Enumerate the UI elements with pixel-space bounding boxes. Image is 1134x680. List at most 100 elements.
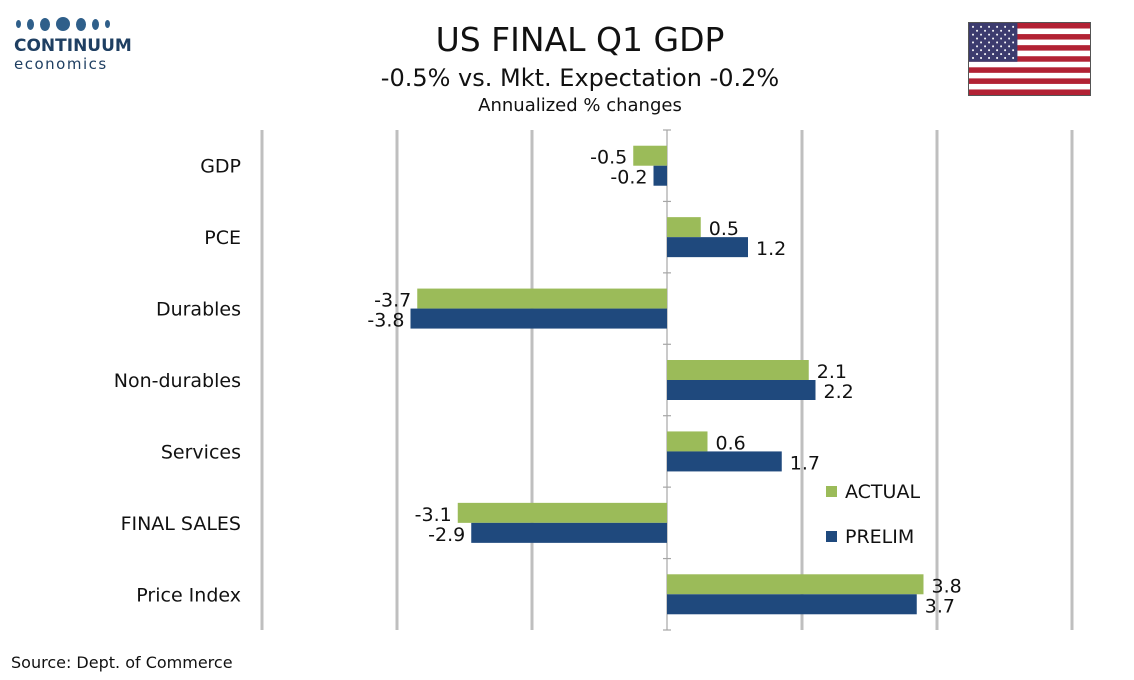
bar-actual <box>457 502 667 523</box>
data-label: -3.1 <box>415 504 452 526</box>
bar-prelim <box>667 237 748 258</box>
legend-swatch <box>826 531 837 542</box>
flag-star <box>988 25 991 28</box>
flag-star <box>984 29 987 32</box>
continuum-economics-logo: CONTINUUM economics <box>14 14 134 74</box>
flag-star <box>988 41 991 44</box>
bar-actual <box>633 145 667 166</box>
category-label: GDP <box>200 156 241 178</box>
category-label: Non-durables <box>114 370 241 392</box>
flag-star <box>1000 29 1003 32</box>
flag-stripe <box>969 34 1090 40</box>
logo-dots <box>14 14 134 34</box>
flag-star <box>992 29 995 32</box>
data-labels: -0.5-0.2 0.5 1.2 -3.7-3.8 2.12.2 0.6 1.7 -3.1-2… <box>367 147 961 618</box>
category-label: FINAL SALES <box>121 513 241 535</box>
bar-prelim <box>410 308 667 329</box>
bar-prelim <box>653 165 667 186</box>
flag-star <box>976 29 978 32</box>
flag-star <box>976 45 978 48</box>
logo-subtitle: economics <box>14 55 108 73</box>
flag-stripe <box>969 89 1090 95</box>
data-label: -0.2 <box>610 167 647 189</box>
flag-star <box>972 56 974 60</box>
flag-star <box>988 56 991 60</box>
flag-star <box>996 25 999 28</box>
flag-star <box>984 37 987 40</box>
flag-star <box>1000 37 1003 40</box>
data-label: 3.8 <box>932 575 962 597</box>
flag-star <box>1004 49 1007 52</box>
flag-stripe <box>969 83 1090 90</box>
bar-prelim <box>667 594 917 615</box>
flag-star <box>996 41 999 44</box>
flag-star <box>984 45 987 48</box>
flag-star <box>980 56 982 60</box>
flag-star <box>1008 37 1011 40</box>
data-label: -3.8 <box>367 310 404 332</box>
flag-star <box>980 41 982 44</box>
flag-stripe <box>969 28 1090 35</box>
flag-canton <box>969 23 1018 62</box>
bar-actual <box>667 217 701 238</box>
logo-name: CONTINUUM <box>14 36 132 56</box>
flag-star <box>984 53 987 56</box>
chart-title: US FINAL Q1 GDP <box>435 20 725 59</box>
flag-stripe <box>969 67 1090 73</box>
flag-star <box>1012 41 1015 44</box>
flag-star <box>976 53 978 56</box>
data-label: -0.5 <box>590 147 627 169</box>
bar-prelim <box>667 380 816 400</box>
flag-star <box>972 25 974 28</box>
flag-star <box>976 37 978 40</box>
us-flag-icon <box>968 22 1091 96</box>
source-note: Source: Dept. of Commerce <box>11 653 233 672</box>
flag-star <box>992 53 995 56</box>
flag-star <box>1008 53 1011 56</box>
category-label: PCE <box>204 227 241 249</box>
category-label: Price Index <box>136 584 241 606</box>
data-label: 2.2 <box>824 381 854 403</box>
legend-swatch <box>826 486 837 497</box>
flag-star <box>992 37 995 40</box>
flag-star <box>980 25 982 28</box>
category-labels: GDP PCE Durables Non-durables Services FINAL … <box>114 156 241 607</box>
flag-star <box>1012 33 1015 36</box>
data-label: 0.6 <box>716 432 746 454</box>
gridlines <box>260 130 1074 630</box>
flag-star <box>1000 45 1003 48</box>
flag-star <box>1004 25 1007 28</box>
flag-star <box>996 49 999 52</box>
flag-star <box>1004 41 1007 44</box>
flag-star <box>988 33 991 36</box>
chart-units-note: Annualized % changes <box>478 95 682 116</box>
chart-subtitle: -0.5% vs. Mkt. Expectation -0.2% <box>380 64 780 92</box>
bar-prelim <box>667 451 782 472</box>
data-label: 0.5 <box>709 218 739 240</box>
flag-star <box>1012 56 1015 60</box>
bar-actual <box>667 360 809 380</box>
legend-label: ACTUAL <box>845 481 920 503</box>
flag-stripe <box>969 61 1090 68</box>
flag-stripe <box>969 56 1090 62</box>
flag-star <box>992 45 995 48</box>
flag-stripe <box>969 50 1090 57</box>
bars <box>410 145 924 615</box>
flag-star <box>972 33 974 36</box>
flag-stripe <box>969 78 1090 85</box>
flag-star <box>996 33 999 36</box>
bar-chart: -0.5-0.2 0.5 1.2 -3.7-3.8 2.12.2 0.6 1.7 -3.1-2… <box>114 129 1074 631</box>
category-label: Durables <box>156 299 241 321</box>
flag-star <box>1012 25 1015 28</box>
data-label: 1.7 <box>790 452 820 474</box>
flag-star <box>972 41 974 44</box>
flag-star <box>1004 56 1007 60</box>
flag-stripe <box>969 39 1090 46</box>
bar-prelim <box>471 522 667 543</box>
bar-actual <box>417 288 667 309</box>
flag-star <box>980 49 982 52</box>
data-label: -2.9 <box>428 524 465 546</box>
flag-star <box>1012 49 1015 52</box>
data-label: 1.2 <box>756 238 786 260</box>
flag-star <box>988 49 991 52</box>
